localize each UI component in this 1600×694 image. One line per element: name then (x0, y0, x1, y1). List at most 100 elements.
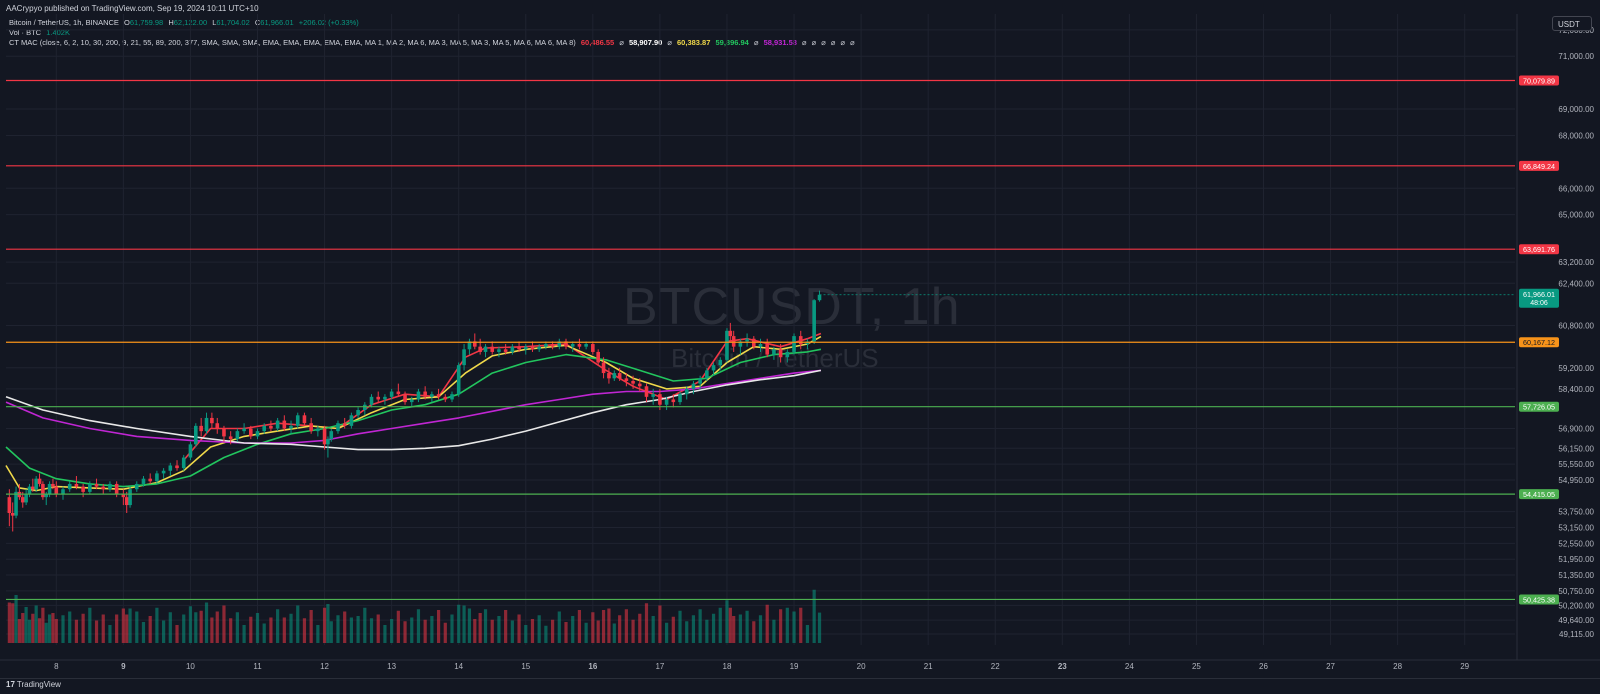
volume-bar (450, 614, 454, 643)
volume-bar (44, 622, 48, 643)
candle-body (596, 351, 600, 363)
volume-bar (121, 608, 125, 643)
volume-bar (175, 625, 179, 643)
price-axis[interactable]: 72,000.0071,000.0069,000.0068,000.0066,0… (1516, 14, 1595, 660)
price-tick-label: 62,400.00 (1558, 279, 1594, 288)
candle-body (396, 391, 401, 395)
volume-bar (607, 608, 611, 643)
candle-body (577, 344, 582, 347)
volume-bar (329, 621, 333, 643)
ohlc-open: 61,759.98 (129, 18, 164, 27)
volume-bar (430, 616, 434, 643)
candle-body (128, 489, 132, 506)
ohlc-high-key: H (168, 18, 174, 27)
price-tick-label: 55,550.00 (1558, 460, 1594, 469)
ohlc-low-key: L (212, 18, 217, 27)
volume-bar (24, 607, 28, 643)
time-tick-label: 9 (121, 662, 126, 671)
volume-bar (269, 617, 273, 643)
volume-bar (296, 605, 300, 643)
volume-bar (14, 595, 18, 643)
volume-bar (199, 610, 203, 643)
price-tick-label: 49,115.00 (1559, 630, 1595, 639)
currency-button[interactable]: USDT (1552, 16, 1592, 31)
candle-body (462, 349, 466, 366)
level-price-tag (1519, 489, 1559, 500)
level-price-label: 60,167.12 (1523, 338, 1555, 347)
candle-body (134, 483, 139, 490)
null-value-icon: ⌀ (850, 38, 855, 47)
candle-body (607, 373, 611, 379)
price-tick-label: 53,750.00 (1558, 508, 1594, 517)
level-price-label: 50,425.38 (1523, 595, 1555, 604)
volume-bar (601, 610, 606, 643)
candle-body (181, 457, 186, 469)
volume-label: Vol · BTC (9, 28, 42, 37)
candle-body (557, 341, 562, 347)
candle-body (309, 423, 313, 432)
candle-body (336, 423, 340, 432)
price-tick-label: 60,800.00 (1558, 322, 1594, 331)
candle-body (193, 425, 198, 445)
candle-body (74, 483, 79, 487)
time-tick-label: 27 (1326, 662, 1335, 671)
volume-bar (215, 611, 219, 643)
candle-body (570, 344, 575, 347)
time-axis[interactable]: 8 9 10 11 12 13 14 15 16 17 18 19 20 21 22 23 24 25 26 27 28… (0, 659, 1600, 671)
price-tick-label: 59,200.00 (1558, 364, 1594, 373)
candle-body (456, 365, 461, 395)
time-tick-label: 22 (991, 662, 1000, 671)
candle-body (658, 394, 662, 405)
last-price-tag (1519, 288, 1559, 308)
price-chart[interactable]: 70,079.89 66,849.24 63,691.76 60,167.12 57,7… (0, 0, 1600, 678)
volume-bar (765, 604, 769, 643)
horizontal-levels[interactable]: 70,079.89 66,849.24 63,691.76 60,167.12 57,7… (6, 75, 1559, 605)
candle-body (24, 494, 28, 503)
time-tick-label: 12 (320, 662, 329, 671)
candle-body (199, 425, 203, 432)
volume-bar (497, 616, 501, 643)
candle-body (101, 486, 106, 490)
candle-body (168, 465, 173, 471)
candle-body (67, 483, 72, 490)
volume-bar (255, 613, 260, 643)
price-tick-label: 71,000.00 (1558, 52, 1594, 61)
volume-bar (235, 612, 239, 643)
price-tick-label: 50,200.00 (1558, 601, 1594, 610)
ma-value-1: 60,486.55 (580, 38, 615, 47)
indicator-legend: CT MAC (close, 6, 2, 10, 30, 200, 9, 21,… (9, 38, 858, 47)
price-tick-label: 63,200.00 (1558, 258, 1594, 267)
level-price-label: 57,726.05 (1523, 403, 1555, 412)
candle-body (124, 497, 129, 506)
ohlc-open-key: O (124, 18, 130, 27)
volume-bar (135, 611, 139, 643)
level-price-tag (1519, 337, 1559, 348)
price-tick-label: 49,640.00 (1558, 616, 1594, 625)
volume-bar (282, 617, 286, 643)
volume-bar (403, 621, 407, 643)
volume-bar (289, 613, 293, 643)
volume-bar (262, 623, 266, 643)
candle-body (517, 346, 521, 350)
candle-body (389, 391, 394, 397)
candle-body (255, 431, 260, 437)
grid-lines (6, 14, 1515, 645)
volume-bar (249, 616, 253, 643)
volume-bar (812, 589, 816, 643)
candle-body (10, 512, 15, 516)
volume-bar (457, 604, 461, 643)
volume-bar (194, 612, 198, 643)
candle-body (94, 483, 99, 487)
volume-bar (204, 602, 209, 643)
candle-body (772, 349, 776, 355)
price-tick-label: 50,750.00 (1558, 587, 1594, 596)
price-change: +206.02 (+0.33%) (298, 18, 359, 27)
candle-body (51, 483, 55, 487)
volume-bar (524, 625, 528, 643)
candle-body (81, 486, 85, 492)
candle-body (523, 346, 528, 350)
tradingview-logo[interactable]: 17 TradingView (6, 680, 61, 689)
candle-body (114, 483, 119, 495)
volume-bar (162, 620, 166, 643)
ma-line-2 (5, 335, 822, 492)
